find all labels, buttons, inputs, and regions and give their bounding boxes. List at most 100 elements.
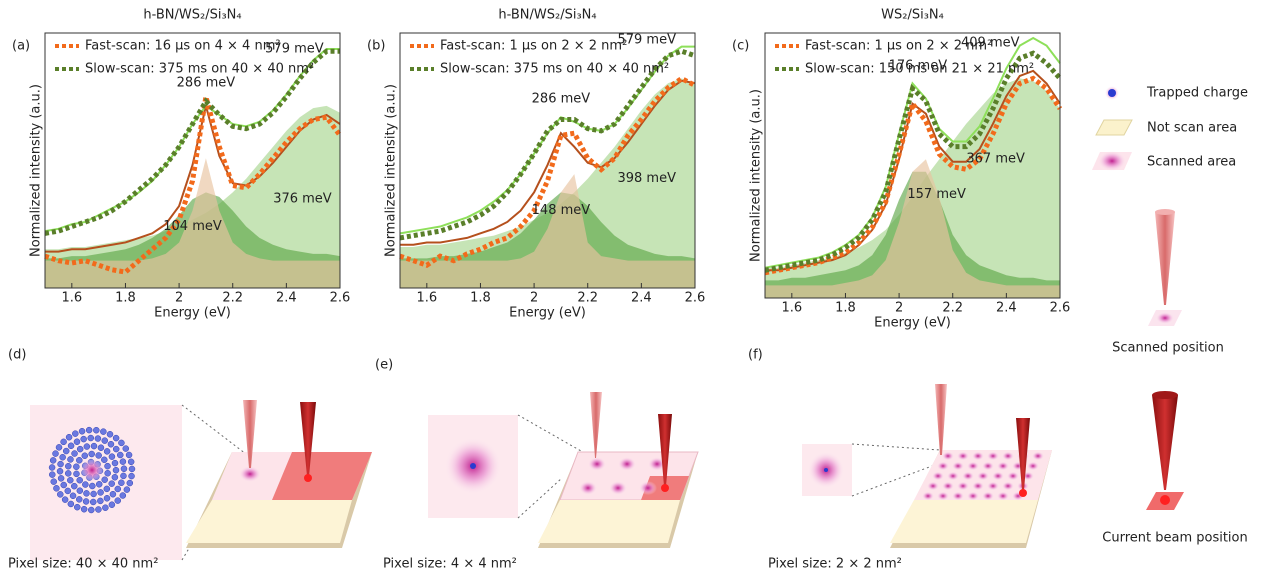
trapped-charge (115, 486, 121, 492)
scan-spot (952, 492, 964, 501)
trapped-charge (113, 467, 119, 473)
trapped-charge (109, 502, 115, 508)
beam-cone (590, 392, 602, 458)
x-tick-label: 1.8 (835, 301, 856, 316)
peak-label: 104 meV (163, 219, 222, 234)
peak-label: 376 meV (273, 192, 332, 207)
scan-spot (972, 452, 984, 461)
trapped-charge (113, 435, 119, 441)
scan-spot (942, 452, 954, 461)
y-axis-label: Normalized intensity (a.u.) (749, 89, 764, 262)
x-tick-label: 1.8 (115, 291, 136, 306)
scan-spot (239, 466, 261, 482)
plot: Fast-scan: 1 µs on 2 × 2 nm²Slow-scan: 3… (367, 8, 705, 321)
trapped-charge (77, 488, 83, 494)
zoom-line (518, 415, 588, 455)
trapped-charge (50, 457, 56, 463)
trapped-charge (95, 506, 101, 512)
chart-title: WS₂/Si₃N₄ (881, 8, 944, 23)
trapped-charge (65, 488, 71, 494)
side-caption: Scanned position (1112, 341, 1224, 356)
x-axis-label: Energy (eV) (154, 306, 231, 321)
peak-label: 286 meV (177, 76, 236, 91)
scan-spot (987, 482, 999, 491)
scan-spot (937, 492, 949, 501)
beam-cone (1155, 212, 1175, 305)
scan-spot (987, 452, 999, 461)
beam-spot (1160, 495, 1170, 505)
trapped-charge (115, 498, 121, 504)
trapped-charge (105, 463, 111, 469)
trapped-charge (129, 466, 135, 472)
scan-spot (967, 492, 979, 501)
x-tick-label: 1.6 (61, 291, 82, 306)
scan-spot (922, 492, 934, 501)
trapped-charge (112, 460, 118, 466)
trapped-charge (72, 451, 78, 457)
trapped-charge (129, 473, 135, 479)
trapped-charge (128, 459, 134, 465)
trapped-charge (104, 486, 110, 492)
panel-e: (e) Pixel size: 4 × 4 nm² (375, 358, 698, 572)
trapped-charge (105, 470, 111, 476)
scan-spot (80, 458, 104, 482)
trapped-charge (470, 463, 476, 469)
trapped-charge (58, 475, 64, 481)
not-scan-icon (1096, 120, 1132, 135)
peak-label: 367 meV (966, 152, 1025, 167)
trapped-charge (89, 483, 95, 489)
scan-spot (927, 482, 939, 491)
trapped-charge (72, 431, 78, 437)
trapped-charge (98, 445, 104, 451)
x-tick-label: 2 (895, 301, 903, 316)
legend-label: Slow-scan: 375 ms on 40 × 40 nm² (440, 62, 669, 77)
trapped-charge (70, 493, 76, 499)
scan-spot (982, 492, 994, 501)
side-caption: Current beam position (1102, 531, 1247, 546)
trapped-charge (117, 452, 123, 458)
trapped-charge (58, 461, 64, 467)
trapped-charge (79, 428, 85, 434)
figure: Trapped charge Not scan area Scanned are… (0, 0, 1268, 577)
trapped-charge (127, 480, 133, 486)
trapped-charge (108, 441, 114, 447)
zoom-line (852, 444, 940, 450)
not-scan-region (538, 500, 680, 543)
trapped-charge (61, 439, 67, 445)
pixel-size: Pixel size: 4 × 4 nm² (383, 557, 517, 572)
scan-spot (972, 482, 984, 491)
legend-label: Slow-scan: 375 ms on 40 × 40 nm² (85, 62, 314, 77)
trapped-charge (57, 491, 63, 497)
peak-label: 398 meV (617, 171, 676, 186)
trapped-charge (53, 485, 59, 491)
trapped-charge (91, 491, 97, 497)
x-tick-label: 2 (175, 291, 183, 306)
scan-spot (942, 482, 954, 491)
scan-spot (1156, 312, 1174, 324)
trapped-charge (101, 457, 107, 463)
x-tick-label: 1.6 (416, 291, 437, 306)
scan-spot (957, 452, 969, 461)
plot: Fast-scan: 1 µs on 2 × 2 nm²Slow-scan: 1… (732, 8, 1070, 331)
scan-spot (992, 472, 1004, 481)
beam-cone-top (1155, 209, 1175, 215)
x-tick-label: 2.2 (942, 301, 963, 316)
trapped-charge (74, 504, 80, 510)
x-tick-label: 2.6 (330, 291, 351, 306)
plot: Fast-scan: 16 µs on 4 × 4 nm²Slow-scan: … (12, 8, 350, 321)
trapped-charge (113, 446, 119, 452)
trapped-charge (76, 496, 82, 502)
panel-label: (e) (375, 358, 393, 373)
beam-spot (304, 474, 312, 482)
x-tick-label: 2.6 (685, 291, 706, 306)
side-legend: Trapped charge Not scan area Scanned are… (1092, 86, 1248, 546)
x-axis-label: Energy (eV) (874, 316, 951, 331)
trapped-charge (107, 431, 113, 437)
trapped-charge (102, 505, 108, 511)
scan-spot (639, 481, 657, 495)
beam-spot (661, 484, 669, 492)
trapped-charge (97, 498, 103, 504)
trapped-charge (77, 477, 83, 483)
trapped-charge (82, 482, 88, 488)
scanned-area-icon (1098, 151, 1126, 171)
